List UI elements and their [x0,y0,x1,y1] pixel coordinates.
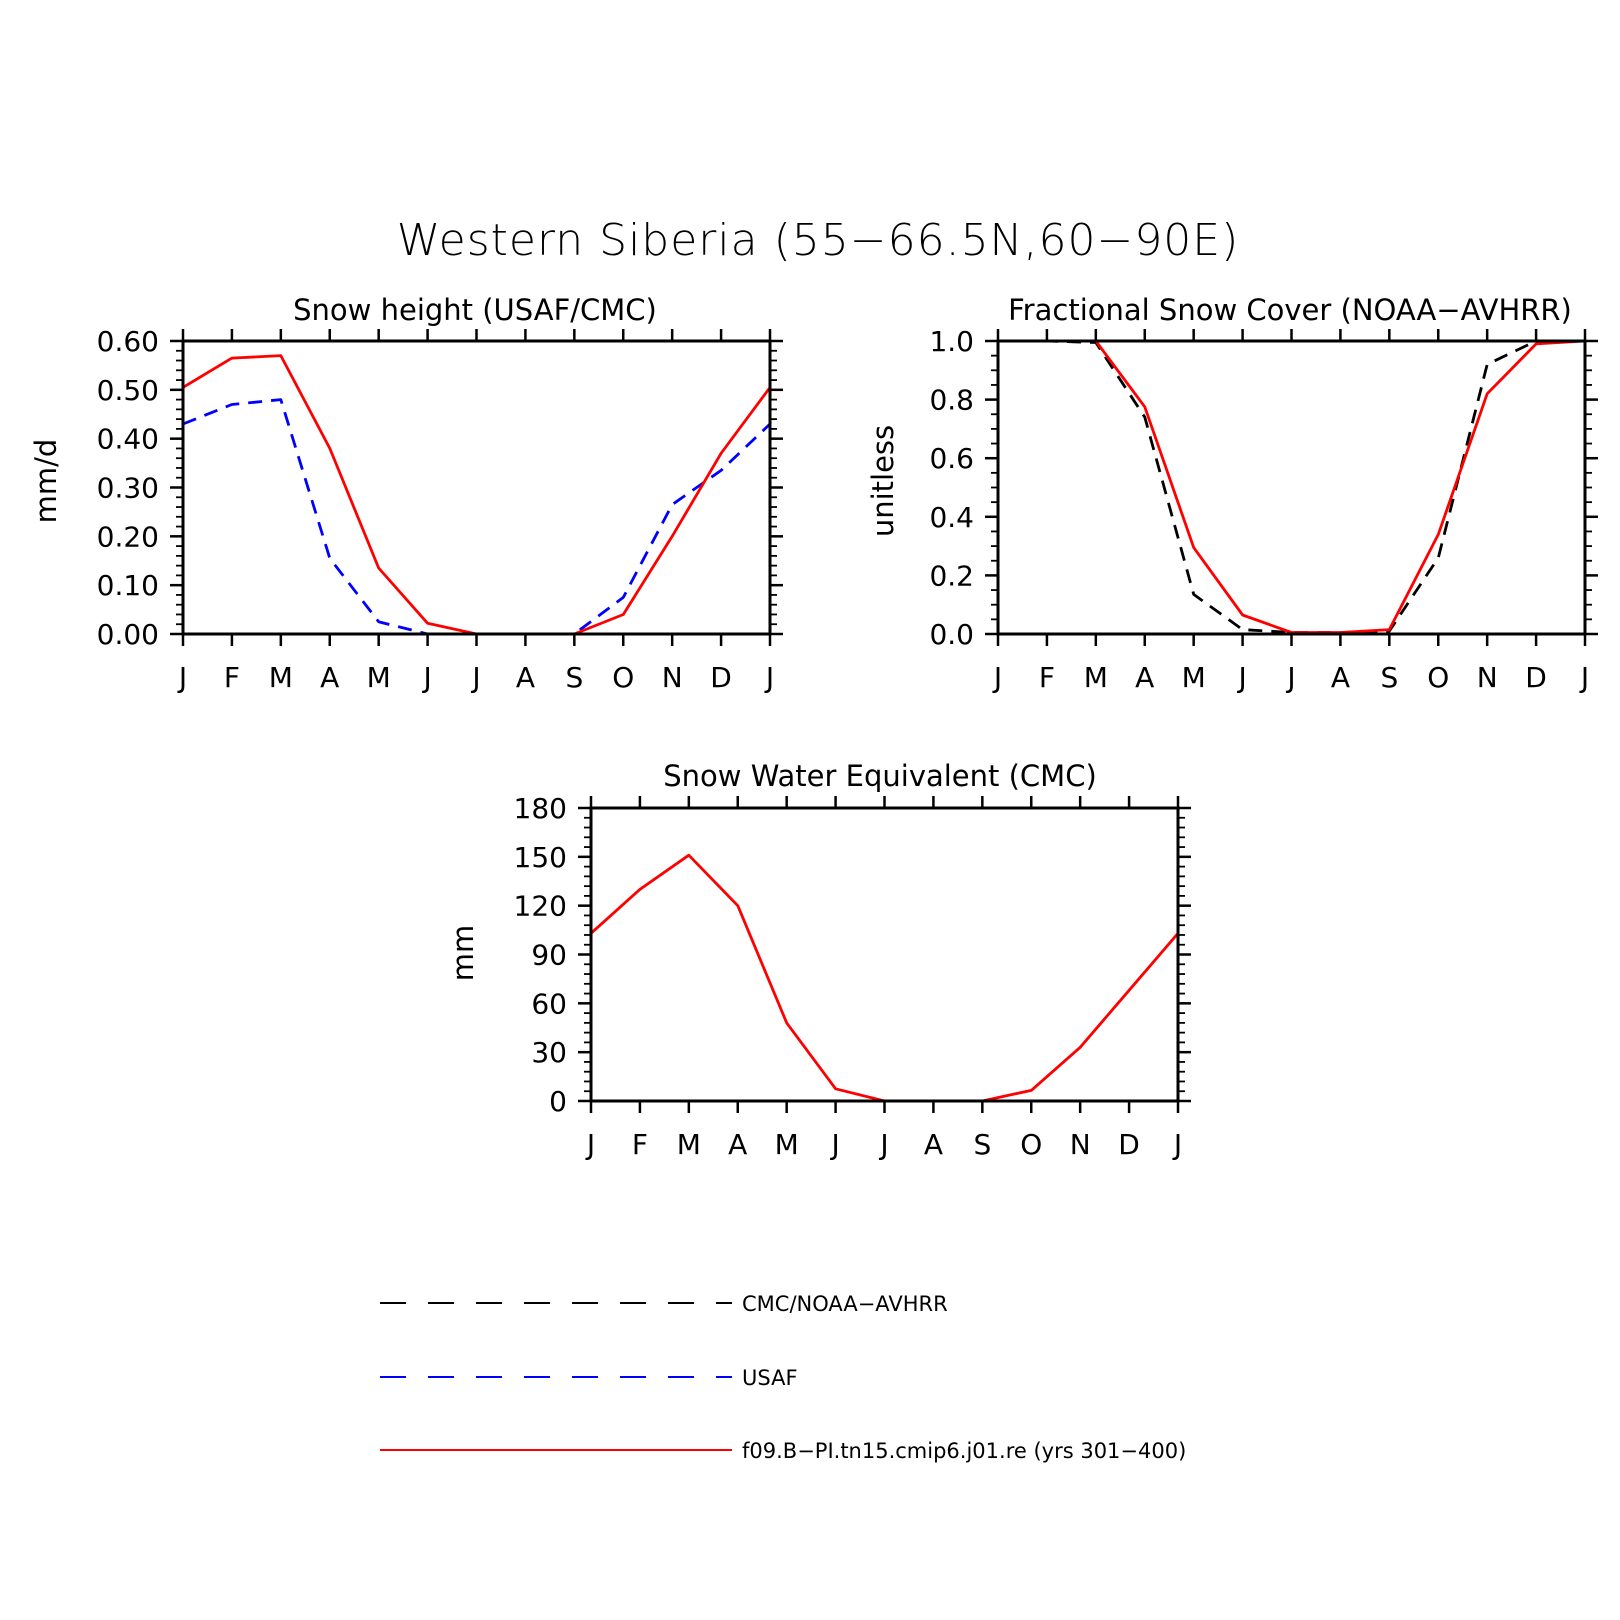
snow-cover-xtick-label: J [1579,661,1589,694]
snow-cover-ytick-label: 0.8 [929,384,974,417]
swe-ytick-label: 30 [531,1036,567,1069]
snow-cover-ytick-label: 0.0 [929,618,974,651]
snow-height-xtick-label: F [224,661,240,694]
snow-height-ytick-label: 0.00 [97,618,159,651]
swe-ylabel: mm [446,925,480,982]
swe-xtick-label: S [973,1128,991,1161]
swe-ytick-label: 120 [514,890,567,923]
snow-height-title: Snow height (USAF/CMC) [293,293,657,327]
legend-item-model: f09.B−PI.tn15.cmip6.j01.re (yrs 301−400) [380,1439,1186,1463]
snow-height-ytick-label: 0.60 [97,325,159,358]
snow-height-ytick-label: 0.40 [97,423,159,456]
swe-xtick-label: J [829,1128,839,1161]
swe-plot-frame [589,806,1180,1103]
swe-xtick-label: M [775,1128,799,1161]
snow-height-series-1 [182,398,771,636]
swe-xtick-label: J [1172,1128,1182,1161]
swe-title: Snow Water Equivalent (CMC) [663,759,1097,793]
snow-height-ytick-label: 0.20 [97,520,159,553]
snow-height-xtick-label: J [470,661,480,694]
swe-ytick-label: 180 [514,792,567,825]
swe-xtick-label: F [632,1128,648,1161]
snow-height-xtick-label: J [177,661,187,694]
swe-ytick-label: 0 [549,1085,567,1118]
snow-cover-xtick-label: A [1331,661,1350,694]
swe-xtick-label: M [677,1128,701,1161]
snow-cover-xtick-label: D [1525,661,1547,694]
snow-height-plot-frame [181,339,772,636]
swe-ytick-label: 150 [514,841,567,874]
snow-cover-series-1 [998,339,1586,634]
snow-cover-xtick-label: J [1236,661,1246,694]
snow-height-ylabel: mm/d [29,439,63,524]
snow-cover-ytick-label: 1.0 [929,325,974,358]
legend-label-observed: CMC/NOAA−AVHRR [742,1292,948,1316]
snow-cover-xtick-label: A [1135,661,1154,694]
swe-xtick-label: J [878,1128,888,1161]
snow-cover-panel: Fractional Snow Cover (NOAA−AVHRR) unitl… [866,293,1598,694]
swe-xtick-label: O [1020,1128,1042,1161]
swe-xtick-label: D [1118,1128,1140,1161]
swe-xtick-label: J [585,1128,595,1161]
swe-series-1 [590,853,1180,1103]
snow-height-xtick-label: O [612,661,634,694]
snow-height-series-2 [182,354,772,636]
snow-height-ytick-label: 0.30 [97,472,159,505]
snow-height-xtick-label: M [367,661,391,694]
snow-cover-ytick-label: 0.2 [929,559,974,592]
snow-cover-xtick-label: M [1084,661,1108,694]
snow-height-xtick-label: S [565,661,583,694]
snow-height-xtick-label: J [764,661,774,694]
snow-cover-ytick-label: 0.6 [929,442,974,475]
snow-height-xtick-label: N [662,661,683,694]
snow-cover-xtick-label: J [1285,661,1295,694]
swe-ytick-label: 60 [531,987,567,1020]
figure-title: Western Siberia (55−66.5N,60−90E) [397,215,1240,266]
snow-height-ytick-label: 0.50 [97,374,159,407]
snow-height-ytick-label: 0.10 [97,569,159,602]
legend-label-model: f09.B−PI.tn15.cmip6.j01.re (yrs 301−400) [742,1439,1186,1463]
snow-cover-xtick-label: J [992,661,1002,694]
legend-label-usaf: USAF [742,1366,798,1390]
snow-height-xtick-label: A [516,661,535,694]
legend-item-observed: CMC/NOAA−AVHRR [380,1292,948,1316]
snow-cover-title: Fractional Snow Cover (NOAA−AVHRR) [1008,293,1572,327]
swe-xtick-label: N [1070,1128,1091,1161]
snow-cover-xtick-label: N [1477,661,1498,694]
snow-cover-xtick-label: O [1427,661,1449,694]
snow-height-xtick-label: A [320,661,339,694]
snow-cover-xtick-label: M [1182,661,1206,694]
snow-cover-ytick-label: 0.4 [929,501,974,534]
swe-xtick-label: A [924,1128,943,1161]
legend: CMC/NOAA−AVHRR USAF f09.B−PI.tn15.cmip6.… [380,1292,1186,1463]
swe-ytick-label: 90 [531,939,567,972]
snow-cover-ylabel: unitless [866,425,900,537]
legend-item-usaf: USAF [380,1366,798,1390]
snow-height-xtick-label: D [710,661,732,694]
snow-height-xtick-label: J [421,661,431,694]
snow-cover-xtick-label: F [1039,661,1055,694]
swe-xtick-label: A [728,1128,747,1161]
snow-cover-xtick-label: S [1380,661,1398,694]
snow-height-xtick-label: M [269,661,293,694]
